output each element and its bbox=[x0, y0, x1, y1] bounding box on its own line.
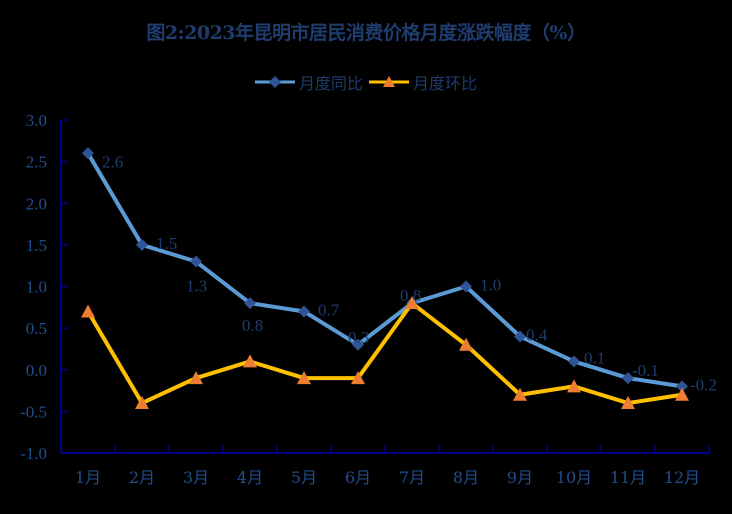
x-tick-label: 6月 bbox=[345, 468, 371, 487]
data-label: 1.5 bbox=[156, 234, 177, 253]
diamond-marker bbox=[244, 297, 256, 310]
diamond-marker bbox=[622, 372, 634, 385]
data-label: 0.7 bbox=[318, 300, 340, 319]
diamond-marker bbox=[82, 147, 94, 160]
data-label: -0.1 bbox=[632, 361, 659, 380]
triangle-marker bbox=[513, 387, 527, 401]
diamond-marker bbox=[460, 280, 472, 293]
x-tick-label: 2月 bbox=[129, 468, 155, 487]
chart-legend: 月度同比 月度环比 bbox=[0, 70, 732, 94]
x-tick-label: 8月 bbox=[453, 468, 479, 487]
diamond-marker bbox=[352, 338, 364, 351]
diamond-marker bbox=[190, 255, 202, 268]
diamond-marker bbox=[676, 380, 688, 393]
legend-label-yoy: 月度同比 bbox=[298, 74, 363, 93]
x-tick-label: 1月 bbox=[75, 468, 101, 487]
triangle-marker bbox=[81, 304, 95, 318]
triangle-marker bbox=[297, 371, 311, 385]
triangle-marker bbox=[567, 379, 581, 393]
diamond-marker bbox=[514, 330, 526, 343]
x-tick-label: 5月 bbox=[291, 468, 317, 487]
legend-label-mom: 月度环比 bbox=[413, 74, 478, 93]
y-tick-label: -0.5 bbox=[20, 402, 47, 421]
data-label: -0.2 bbox=[690, 375, 717, 394]
diamond-marker bbox=[568, 355, 580, 368]
diamond-line-icon bbox=[254, 76, 295, 88]
data-label: 0.1 bbox=[584, 348, 605, 367]
y-tick-label: 1.5 bbox=[26, 236, 47, 255]
triangle-marker bbox=[405, 296, 419, 310]
series-line-0 bbox=[86, 152, 683, 389]
y-tick-label: 3.0 bbox=[26, 111, 47, 130]
legend-item-yoy: 月度同比 bbox=[254, 70, 363, 94]
x-tick-label: 10月 bbox=[556, 468, 592, 487]
triangle-marker bbox=[243, 354, 257, 368]
y-tick-label: 1.0 bbox=[26, 278, 47, 297]
chart-title: 图2:2023年昆明市居民消费价格月度涨跌幅度（%） bbox=[146, 22, 586, 44]
y-tick-label: 2.0 bbox=[26, 194, 47, 213]
triangle-marker bbox=[135, 396, 149, 410]
data-label: 0.4 bbox=[526, 325, 548, 344]
x-tick-label: 11月 bbox=[610, 468, 646, 487]
diamond-marker bbox=[298, 305, 310, 318]
data-label: 1.3 bbox=[186, 277, 207, 296]
y-tick-label: -1.0 bbox=[20, 444, 47, 463]
data-label: 1.0 bbox=[480, 276, 501, 295]
y-tick-label: 2.5 bbox=[26, 153, 47, 172]
x-tick-label: 9月 bbox=[507, 468, 533, 487]
x-tick-label: 3月 bbox=[183, 468, 209, 487]
series-line-1 bbox=[86, 301, 683, 406]
y-tick-label: 0.5 bbox=[26, 319, 47, 338]
triangle-marker bbox=[459, 337, 473, 351]
triangle-marker bbox=[675, 387, 689, 401]
x-tick-label: 7月 bbox=[399, 468, 425, 487]
data-label: 0.3 bbox=[348, 328, 369, 347]
triangle-marker bbox=[621, 396, 635, 410]
data-label: 2.6 bbox=[102, 152, 123, 171]
data-label: 0.8 bbox=[400, 286, 421, 305]
triangle-marker bbox=[189, 371, 203, 385]
triangle-marker bbox=[351, 371, 365, 385]
legend-item-mom: 月度环比 bbox=[369, 70, 477, 94]
diamond-marker bbox=[136, 238, 148, 251]
y-tick-label: 0.0 bbox=[26, 361, 47, 380]
data-label: 0.8 bbox=[242, 316, 263, 335]
triangle-line-icon bbox=[369, 76, 409, 87]
x-tick-label: 4月 bbox=[237, 468, 263, 487]
x-tick-label: 12月 bbox=[664, 468, 700, 487]
